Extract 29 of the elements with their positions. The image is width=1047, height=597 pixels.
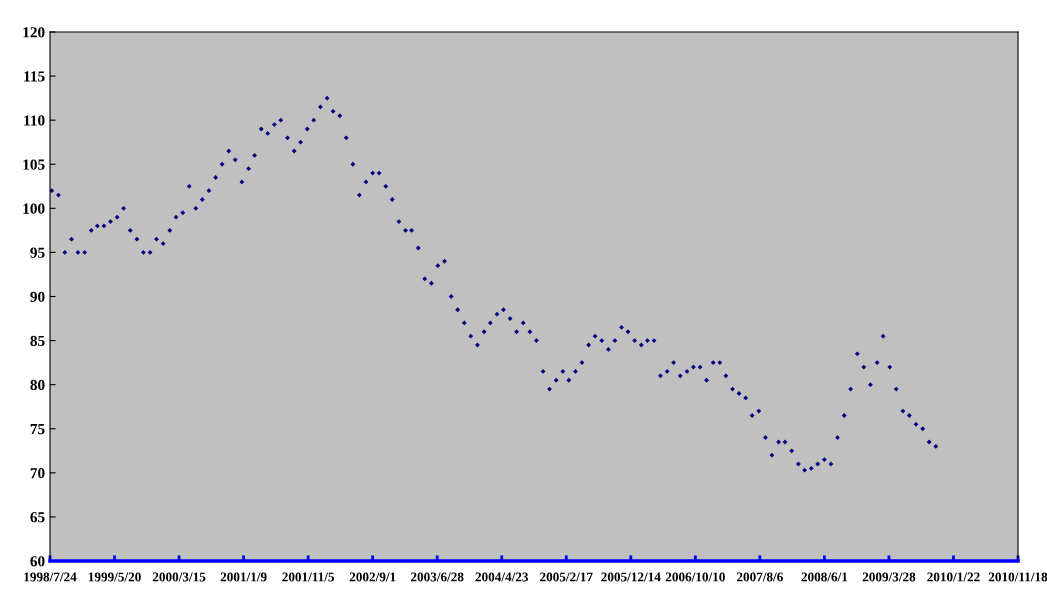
y-tick-label: 105 (23, 159, 45, 170)
x-tick-label: 2007/8/6 (736, 572, 783, 582)
x-tick-label: 2010/1/22 (927, 572, 980, 582)
y-tick-label: 120 (23, 27, 45, 38)
x-tick-label: 2001/1/9 (220, 572, 267, 582)
x-tick-label: 2006/10/10 (665, 572, 725, 582)
x-tick-label: 2010/11/18 (988, 572, 1047, 582)
y-tick-label: 90 (30, 291, 45, 302)
x-tick-label: 2004/4/23 (475, 572, 529, 582)
y-tick-label: 95 (30, 247, 45, 258)
y-tick-label: 65 (30, 512, 45, 523)
y-tick-label: 115 (24, 71, 45, 82)
x-tick-label: 2000/3/15 (152, 572, 206, 582)
y-tick-label: 85 (30, 335, 45, 347)
x-tick-label: 1998/7/24 (24, 572, 77, 582)
x-tick-label: 2003/6/28 (411, 572, 464, 582)
y-tick-label: 110 (24, 115, 45, 126)
x-tick-label: 2005/12/14 (601, 572, 661, 582)
y-tick-label: 75 (30, 424, 45, 435)
x-tick-label: 1999/5/20 (88, 572, 141, 582)
x-tick-label: 2008/6/1 (801, 572, 848, 582)
x-tick-label: 2002/9/1 (349, 572, 396, 582)
x-tick-label: 2009/3/28 (862, 572, 916, 582)
y-tick-label: 60 (30, 556, 45, 567)
x-tick-label: 2001/11/5 (282, 572, 335, 582)
y-tick-label: 70 (30, 467, 45, 479)
y-tick-label: 80 (30, 379, 45, 391)
y-tick-label: 100 (23, 203, 45, 214)
x-tick-label: 2005/2/17 (540, 572, 593, 582)
